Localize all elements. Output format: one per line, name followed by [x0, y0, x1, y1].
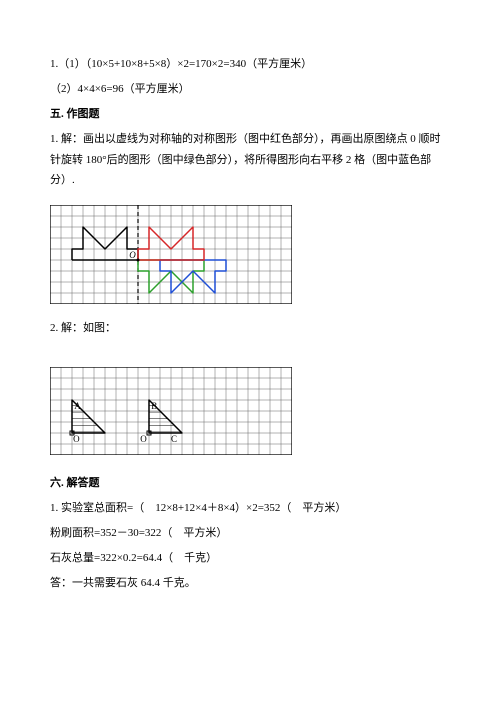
q1-part1: 1.（1）（10×5+10×8+5×8）×2=170×2=340（平方厘米） [50, 54, 450, 75]
svg-text:O: O [129, 250, 136, 260]
q1-part2: （2）4×4×6=96（平方厘米） [50, 79, 450, 100]
svg-text:O: O [73, 434, 80, 444]
section5-problem1: 1. 解：画出以虚线为对称轴的对称图形（图中红色部分），再画出原图绕点 0 顺时… [50, 129, 450, 192]
figure2-container: A B O O C [50, 367, 450, 455]
figure1-container: O [50, 205, 450, 304]
section6-l2: 粉刷面积=352－30=322（ 平方米） [50, 523, 450, 544]
svg-text:B: B [151, 401, 157, 411]
figure2-svg: A B O O C [50, 367, 292, 455]
section6-header: 六. 解答题 [50, 473, 450, 494]
svg-text:C: C [171, 434, 177, 444]
figure1-svg: O [50, 205, 292, 304]
section5-header: 五. 作图题 [50, 104, 450, 125]
section5-problem2: 2. 解：如图： [50, 318, 450, 339]
section6-l1: 1. 实验室总面积=（ 12×8+12×4＋8×4）×2=352（ 平方米） [50, 498, 450, 519]
section6-l4: 答：一共需要石灰 64.4 千克。 [50, 573, 450, 594]
section6-l3: 石灰总量=322×0.2=64.4（ 千克） [50, 548, 450, 569]
svg-text:O: O [140, 434, 147, 444]
svg-text:A: A [74, 401, 81, 411]
